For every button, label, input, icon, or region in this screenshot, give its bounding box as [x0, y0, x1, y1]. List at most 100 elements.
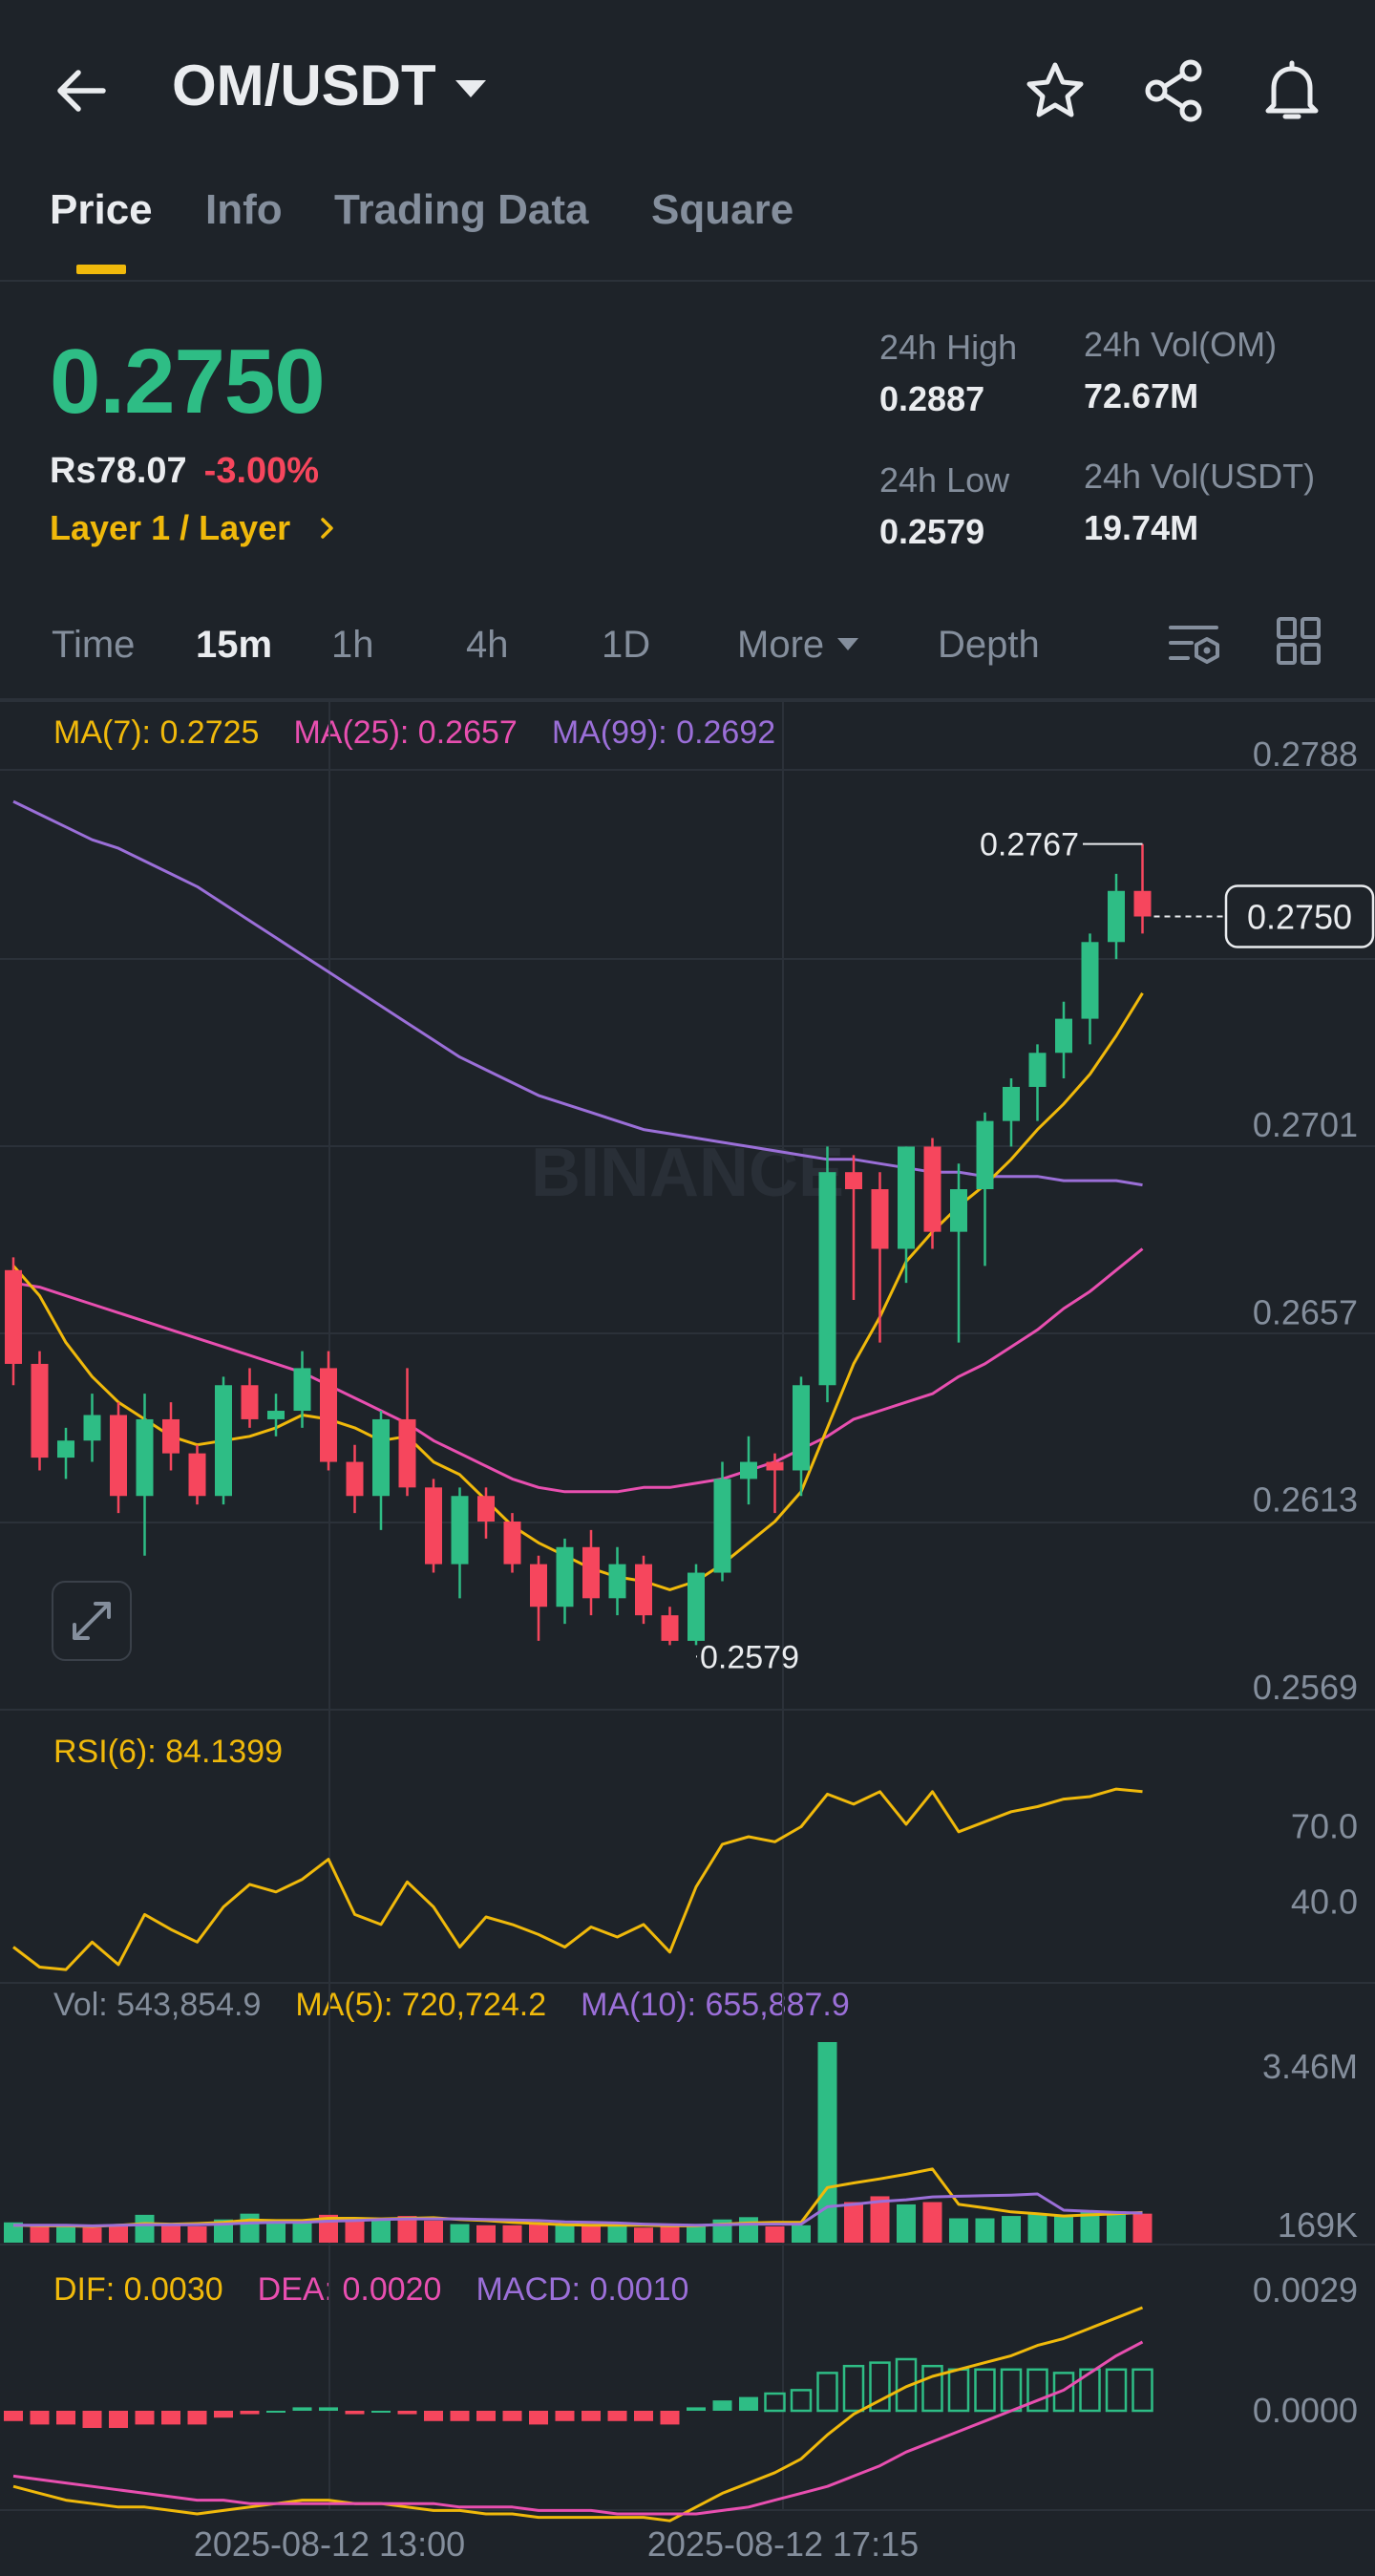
candle-body: [582, 1546, 600, 1599]
macd-bar: [56, 2411, 75, 2425]
rsi-legend: RSI(6): 84.1399: [53, 1734, 283, 1771]
ma99-legend: MA(99): 0.2692: [551, 714, 776, 751]
tab-info[interactable]: Info: [205, 186, 283, 233]
pair-selector[interactable]: OM/USDT: [172, 53, 486, 118]
active-tab-indicator: [76, 265, 126, 274]
macd-bar: [660, 2411, 680, 2425]
ma99-line: [12, 799, 1143, 1187]
back-arrow-icon[interactable]: [48, 57, 115, 124]
volume-bar: [529, 2223, 548, 2243]
macd-bar: [607, 2411, 627, 2421]
current-price-tag: 0.2750: [1247, 898, 1352, 937]
vol-legend: Vol: 543,854.9: [53, 1987, 262, 2023]
share-icon[interactable]: [1141, 57, 1208, 124]
rsi-axis-label: 40.0: [1291, 1882, 1358, 1921]
interval-1d[interactable]: 1D: [602, 624, 651, 666]
volume-bar: [739, 2217, 758, 2243]
macd-bar: [30, 2411, 50, 2425]
macd-value-legend: MACD: 0.0010: [476, 2271, 689, 2308]
volume-bar: [844, 2202, 863, 2243]
candle-body: [871, 1189, 889, 1249]
macd-bar: [266, 2411, 286, 2413]
indicator-panels: [4, 1787, 1153, 2523]
rsi-axis-label: 70.0: [1291, 1807, 1358, 1846]
rsi-line: [12, 1787, 1143, 1971]
candle-body: [845, 1172, 862, 1190]
macd-bar: [345, 2411, 365, 2415]
candle-body: [425, 1487, 442, 1565]
volume-bar: [949, 2218, 968, 2243]
ma25-line: [12, 1247, 1144, 1494]
candle-body: [1028, 1053, 1047, 1087]
ma7-line: [11, 992, 1144, 1591]
interval-4h[interactable]: 4h: [466, 624, 509, 666]
interval-15m[interactable]: 15m: [196, 624, 273, 666]
interval-depth[interactable]: Depth: [938, 624, 1040, 666]
candles: [5, 843, 1152, 1646]
candle-body: [713, 1479, 731, 1573]
volume-bar: [607, 2225, 627, 2243]
chevron-right-icon: [321, 518, 333, 539]
candle-body: [5, 1269, 22, 1364]
vol-ma10-legend: MA(10): 655,887.9: [581, 1987, 850, 2023]
top-bar: OM/USDT: [0, 0, 1375, 181]
candle-body: [1108, 890, 1125, 943]
candle-body: [740, 1461, 757, 1480]
candle-body: [398, 1418, 416, 1488]
macd-axis-label: 0.0029: [1253, 2270, 1358, 2310]
category-label: Layer 1 / Layer: [50, 508, 291, 547]
macd-bar: [555, 2411, 575, 2421]
interval-1h[interactable]: 1h: [331, 624, 374, 666]
candle-body: [818, 1172, 836, 1386]
candle-body: [1055, 1018, 1072, 1054]
macd-bar: [82, 2411, 102, 2428]
macd-bar: [502, 2411, 522, 2421]
macd-bar: [135, 2411, 155, 2425]
macd-bar: [712, 2400, 732, 2411]
candle-body: [635, 1564, 652, 1616]
interval-more[interactable]: More: [737, 624, 859, 667]
macd-bar: [450, 2411, 470, 2421]
macd-bar: [292, 2407, 312, 2411]
volume-bar: [56, 2225, 75, 2243]
vol-base-value: 72.67M: [1084, 376, 1199, 415]
volume-bar: [687, 2224, 706, 2243]
tab-trading-data[interactable]: Trading Data: [334, 186, 589, 233]
candle-body: [898, 1146, 915, 1249]
time-axis-label: 2025-08-12 17:15: [647, 2524, 919, 2564]
interval-bar: Time 15m 1h 4h 1D More Depth: [0, 616, 1375, 702]
low-marker-label: 0.2579: [700, 1639, 799, 1675]
candle-body: [530, 1564, 547, 1607]
macd-bar: [1105, 2368, 1128, 2413]
macd-bar: [739, 2396, 758, 2411]
macd-bar: [1026, 2368, 1048, 2413]
candle-body: [346, 1461, 364, 1497]
macd-bar: [161, 2411, 180, 2425]
tab-price[interactable]: Price: [50, 186, 153, 233]
candle-body: [477, 1496, 495, 1522]
macd-bar: [764, 2392, 786, 2413]
bell-icon[interactable]: [1259, 57, 1325, 124]
macd-axis-label: 0.0000: [1253, 2391, 1358, 2430]
macd-bar: [947, 2368, 970, 2413]
candle-body: [57, 1440, 74, 1458]
macd-bar: [424, 2411, 443, 2421]
star-icon[interactable]: [1022, 57, 1089, 124]
candle-body: [162, 1418, 180, 1454]
macd-bar: [1052, 2372, 1075, 2413]
fullscreen-button[interactable]: [52, 1581, 132, 1661]
interval-time[interactable]: Time: [52, 624, 136, 666]
candle-body: [608, 1564, 626, 1599]
category-link[interactable]: Layer 1 / Layer: [50, 508, 338, 548]
price-axis-label: 0.2613: [1253, 1480, 1358, 1520]
candle-body: [372, 1418, 390, 1497]
dif-legend: DIF: 0.0030: [53, 2271, 223, 2308]
grid-layout-icon[interactable]: [1276, 616, 1322, 666]
price-axis-label: 0.2788: [1253, 734, 1358, 774]
candle-body: [688, 1572, 705, 1641]
tab-square[interactable]: Square: [651, 186, 794, 233]
vol-ma5-legend: MA(5): 720,724.2: [295, 1987, 547, 2023]
volume-bar: [240, 2213, 260, 2243]
indicator-settings-icon[interactable]: [1167, 616, 1222, 671]
